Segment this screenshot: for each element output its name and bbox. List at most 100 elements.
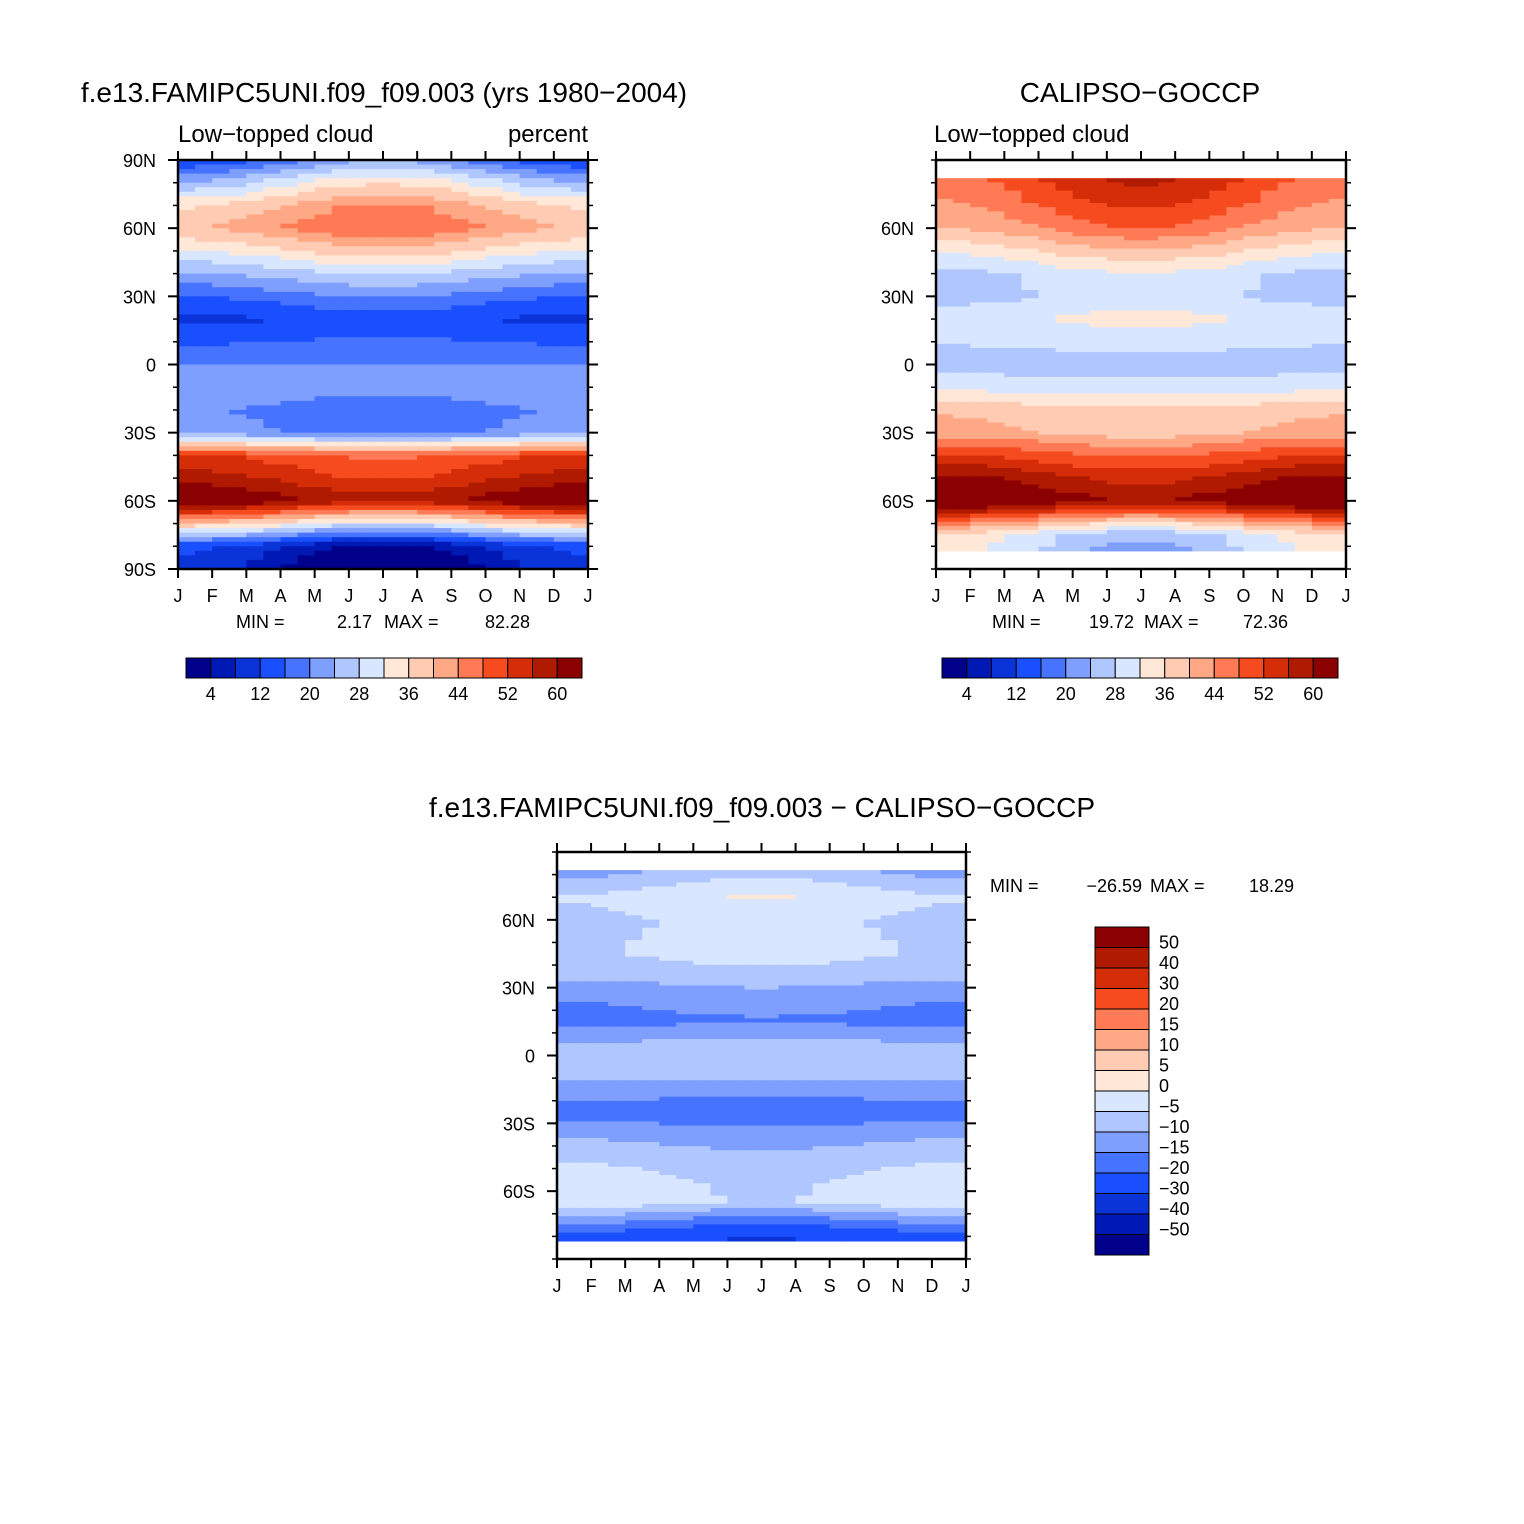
field-cell [987,302,1005,308]
field-cell [914,923,933,929]
field-cell [1277,256,1296,262]
field-cell [987,414,1005,419]
field-cell [880,915,899,921]
field-cell [280,464,299,470]
field-cell [931,907,950,912]
field-cell [727,936,746,941]
field-cell [280,350,299,357]
field-cell [365,509,384,516]
field-cell [1123,401,1142,407]
field-cell [365,187,384,193]
field-cell [451,469,470,475]
panel-model-variable: Low−topped cloud [178,121,374,148]
field-cell [970,525,988,531]
field-cell [1311,389,1330,395]
field-cell [970,447,988,453]
field-cell [297,278,316,284]
field-cell [553,232,572,238]
field-cell [400,432,418,438]
field-cell [468,296,487,302]
field-cell [195,541,213,547]
field-cell [1141,352,1159,357]
field-cell [1141,281,1159,287]
field-cell [1106,194,1125,200]
field-cell [348,178,367,184]
field-cell [987,269,1005,275]
field-cell [948,911,967,917]
field-cell [485,305,504,311]
field-cell [1055,376,1074,382]
field-cell [1277,488,1296,494]
field-cell [570,505,589,511]
field-cell [659,907,677,912]
field-cell [936,459,954,465]
field-cell [451,246,470,252]
field-cell [331,464,350,470]
field-cell [1260,492,1279,498]
field-cell [246,378,265,384]
field-cell [1311,339,1330,345]
field-cell [1021,232,1040,237]
field-cell [553,455,572,461]
field-cell [348,391,367,397]
field-cell [1209,513,1228,519]
field-cell [1055,323,1074,328]
field-cell [365,160,384,166]
x-tick-label: F [207,586,218,606]
field-cell [263,378,282,384]
field-cell [502,323,521,329]
field-cell [1123,244,1142,250]
field-cell [451,505,470,511]
field-cell [591,898,609,904]
field-cell [1226,521,1245,527]
field-cell [1243,418,1262,424]
field-cell [451,546,470,552]
field-cell [331,446,350,452]
field-cell [246,269,265,275]
field-cell [400,169,418,175]
field-cell [795,886,814,892]
field-cell [314,309,333,316]
field-cell [468,314,487,320]
field-cell [1328,269,1347,275]
field-cell [178,464,196,470]
field-cell [1328,430,1347,436]
field-cell [383,414,401,420]
field-cell [1175,530,1193,535]
field-cell [1311,513,1330,519]
field-cell [1243,430,1262,436]
field-cell [1209,484,1228,490]
field-cell [1004,256,1023,262]
field-cell [1158,182,1176,188]
panel-obs-variable: Low−topped cloud [934,121,1130,148]
field-cell [502,319,521,325]
field-cell [314,491,333,497]
field-cell [195,469,213,475]
field-cell [1089,364,1108,370]
field-cell [710,907,729,912]
field-cell [1277,260,1296,266]
field-cell [502,241,521,247]
field-cell [987,178,1005,183]
field-cell [591,927,609,933]
field-cell [970,468,988,473]
field-cell [1089,203,1108,208]
field-cell [1175,182,1193,188]
field-cell [659,927,677,933]
field-cell [417,264,435,270]
field-cell [263,509,282,516]
field-cell [953,302,971,308]
field-cell [948,903,967,908]
field-cell [1243,468,1262,473]
field-cell [1158,488,1176,494]
field-cell [519,482,538,488]
field-cell [212,350,230,357]
field-cell [553,441,572,447]
field-cell [570,446,589,452]
field-cell [1209,381,1228,386]
field-cell [1089,525,1108,531]
field-cell [1004,389,1023,395]
field-cell [417,396,435,402]
field-cell [553,305,572,311]
field-cell [263,214,282,220]
